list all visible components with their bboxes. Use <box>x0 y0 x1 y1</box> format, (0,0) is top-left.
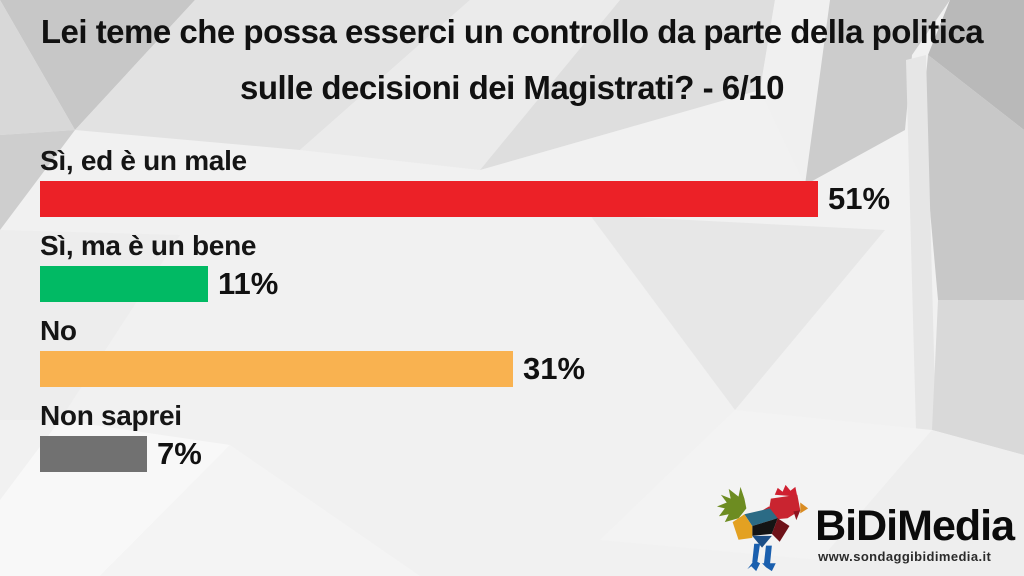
bar-segment <box>40 351 513 387</box>
bar-row: Sì, ed è un male 51% <box>40 141 994 226</box>
bidimedia-logo: BiDiMedia www.sondaggibidimedia.it <box>715 484 1015 574</box>
brand-name: BiDiMedia <box>815 502 1015 550</box>
bar-row: Non saprei 7% <box>40 396 994 481</box>
bar-track: 11% <box>40 266 994 302</box>
bar-row: No 31% <box>40 311 994 396</box>
bar-segment <box>40 436 147 472</box>
value-label: 51% <box>828 181 891 216</box>
bar-track: 51% <box>40 181 994 217</box>
bar-track: 7% <box>40 436 994 472</box>
bar-track: 31% <box>40 351 994 387</box>
value-label: 7% <box>157 436 202 471</box>
category-label: Non saprei <box>40 400 182 431</box>
value-label: 11% <box>218 266 279 301</box>
category-label: Sì, ma è un bene <box>40 230 257 261</box>
logo-text: BiDiMedia www.sondaggibidimedia.it <box>815 502 1015 565</box>
category-label: Sì, ed è un male <box>40 145 247 176</box>
category-label: No <box>40 315 77 346</box>
bar-row: Sì, ma è un bene 11% <box>40 226 994 311</box>
rooster-icon <box>717 484 809 572</box>
bar-segment <box>40 266 208 302</box>
chart-title: Lei teme che possa esserci un controllo … <box>40 13 984 106</box>
value-label: 31% <box>523 351 586 386</box>
bar-segment <box>40 181 818 217</box>
bar-chart: Sì, ed è un male 51% Sì, ma è un bene 11% No… <box>40 141 994 481</box>
brand-url: www.sondaggibidimedia.it <box>818 549 992 564</box>
